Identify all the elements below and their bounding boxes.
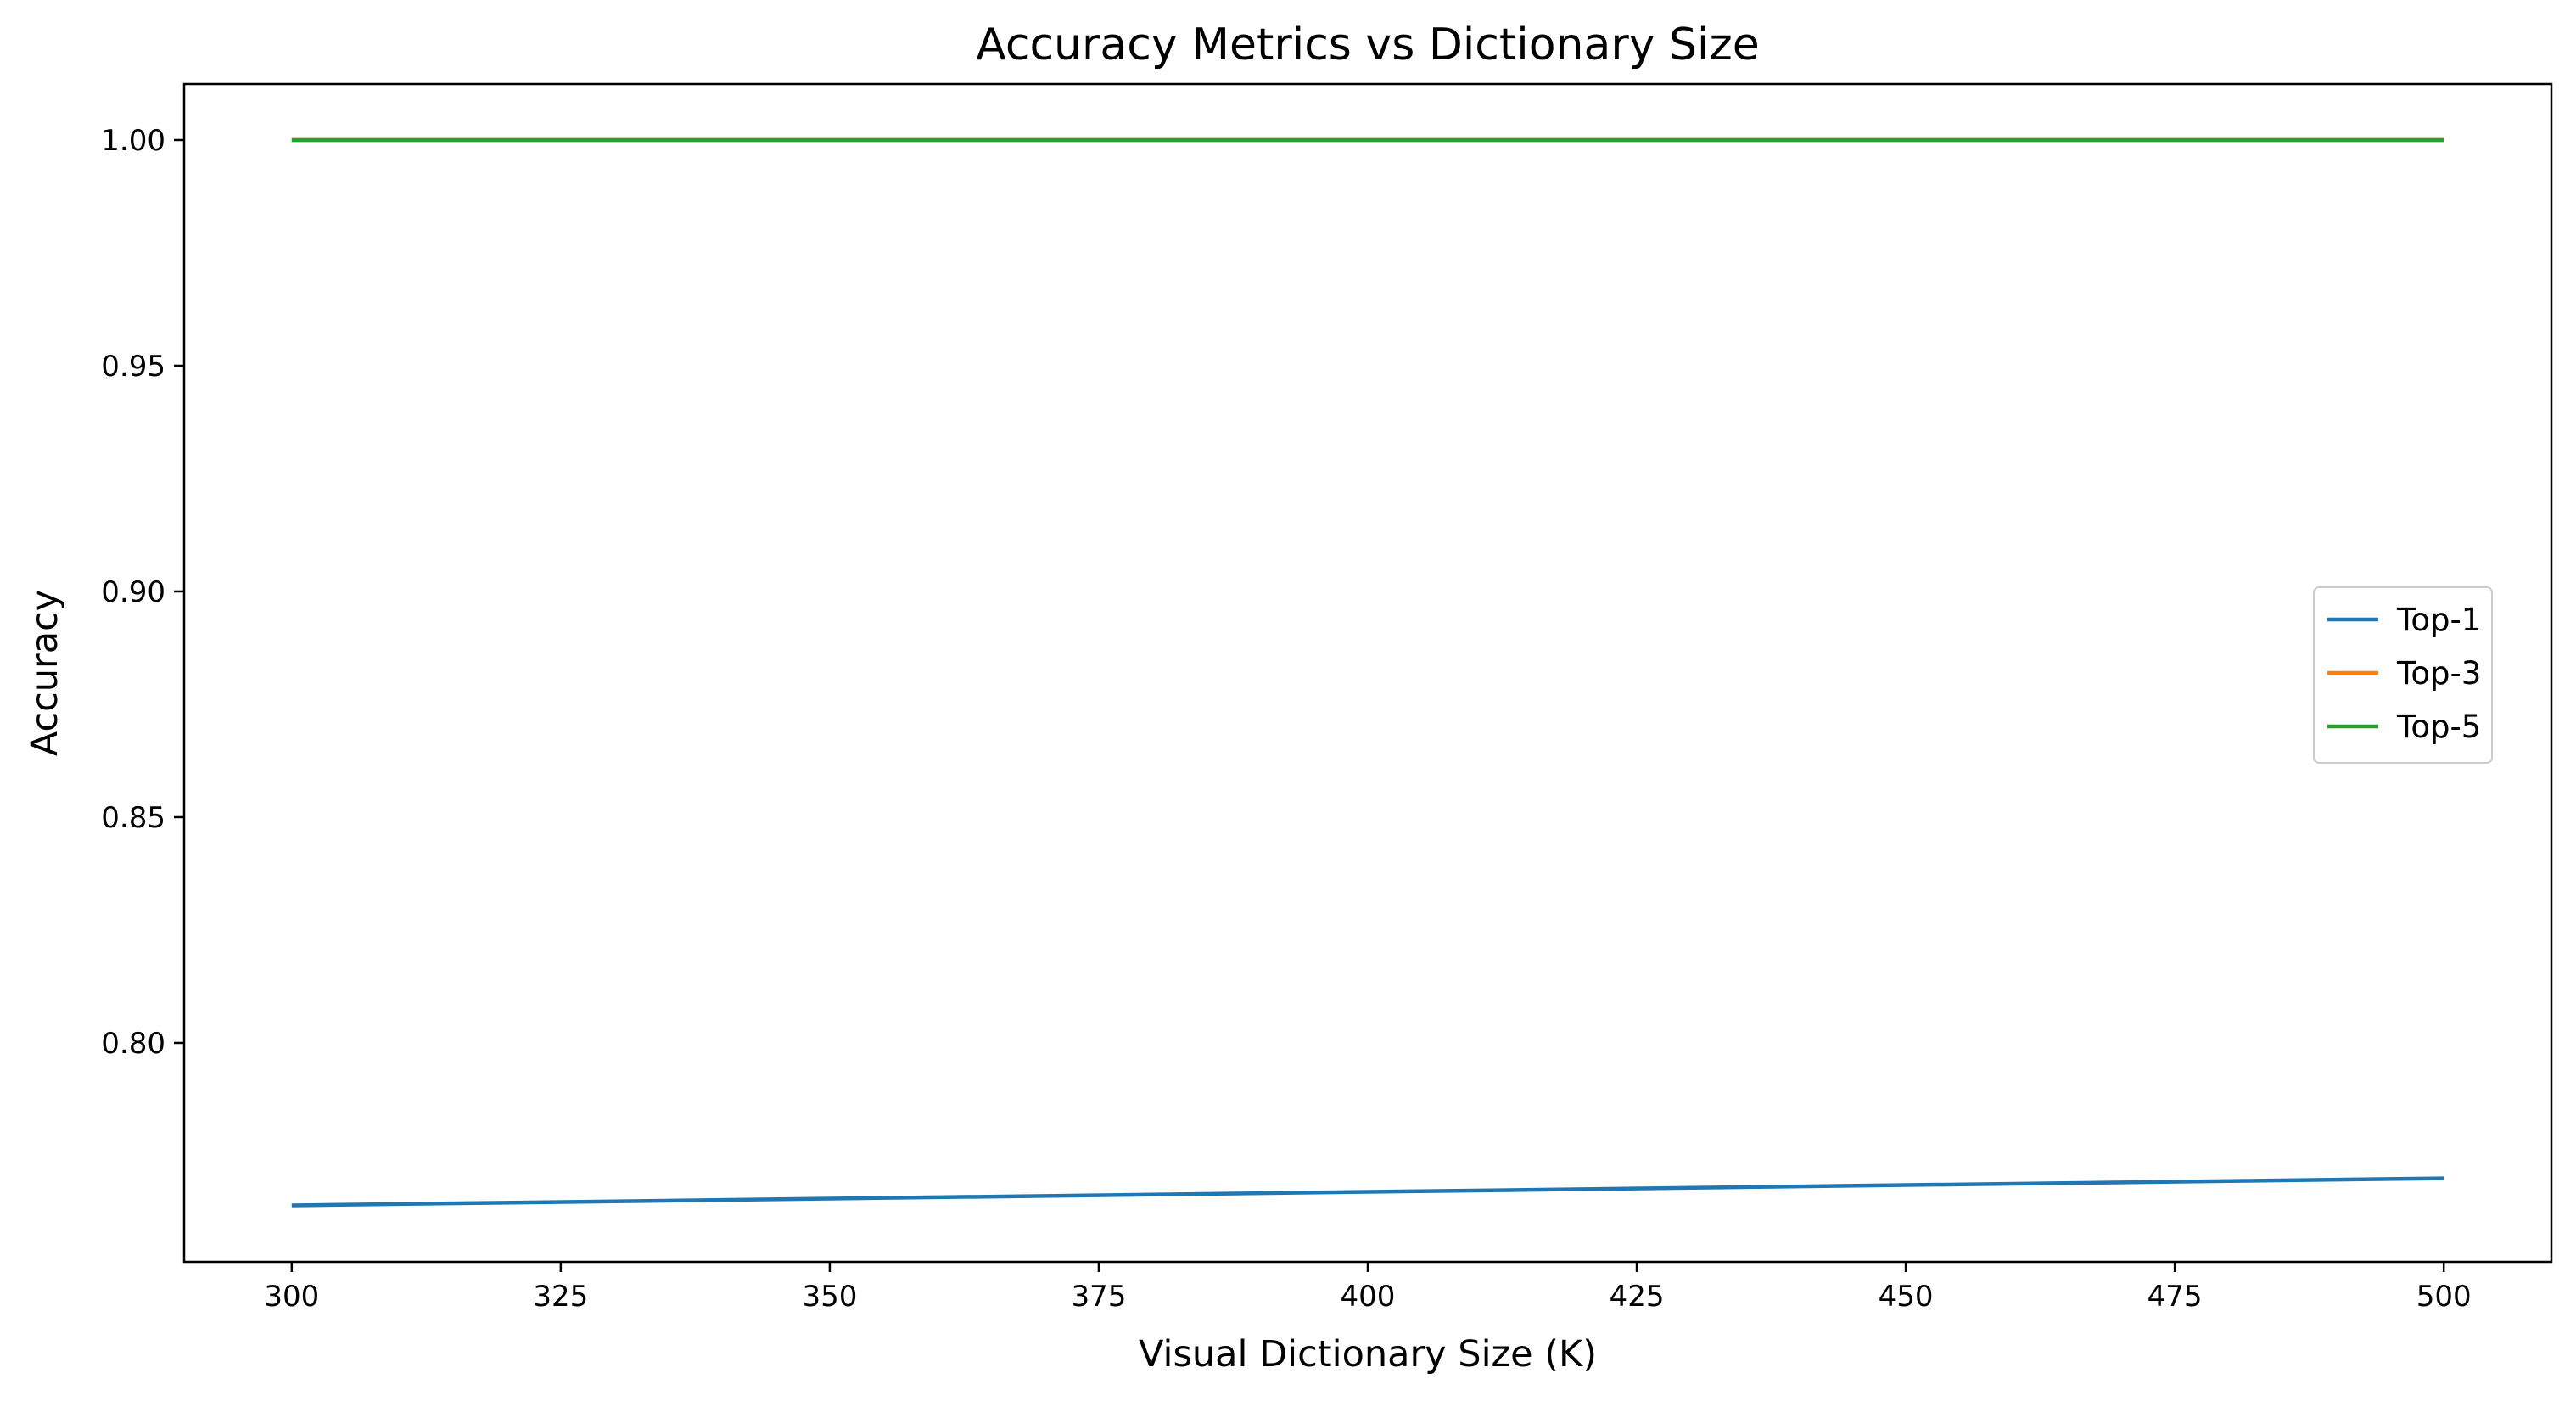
x-tick-label: 375 xyxy=(1072,1280,1127,1314)
y-tick-label: 0.85 xyxy=(101,801,165,835)
y-tick-label: 0.90 xyxy=(101,575,165,609)
legend-label-top-1: Top-1 xyxy=(2396,602,2481,638)
x-tick-label: 350 xyxy=(802,1280,857,1314)
x-tick-label: 400 xyxy=(1341,1280,1396,1314)
legend-box xyxy=(2313,586,2493,764)
y-tick-label: 0.80 xyxy=(101,1027,165,1061)
x-tick-label: 325 xyxy=(533,1280,588,1314)
plot-frame xyxy=(182,82,2553,1264)
x-tick-label: 450 xyxy=(1879,1280,1934,1314)
y-tick-label: 1.00 xyxy=(101,124,165,158)
ticks-layer: 300 325 350 375 400 425 450 475 500 0.80 0.85 0.90 0… xyxy=(101,124,2471,1314)
legend-label-top-3: Top-3 xyxy=(2396,655,2481,692)
x-axis-label: Visual Dictionary Size (K) xyxy=(1139,1333,1597,1376)
x-tick-label: 425 xyxy=(1610,1280,1665,1314)
legend-label-top-5: Top-5 xyxy=(2396,709,2481,745)
series-layer xyxy=(291,137,2444,1208)
x-tick-label: 500 xyxy=(2416,1280,2472,1314)
chart-title: Accuracy Metrics vs Dictionary Size xyxy=(976,20,1760,70)
series-line-top-1 xyxy=(291,1176,2444,1208)
x-tick-label: 475 xyxy=(2148,1280,2203,1314)
x-tick-label: 300 xyxy=(264,1280,319,1314)
y-tick-label: 0.95 xyxy=(101,350,165,384)
legend: Top-1 Top-3 Top-5 xyxy=(2313,586,2493,764)
y-axis-label: Accuracy xyxy=(24,590,66,756)
